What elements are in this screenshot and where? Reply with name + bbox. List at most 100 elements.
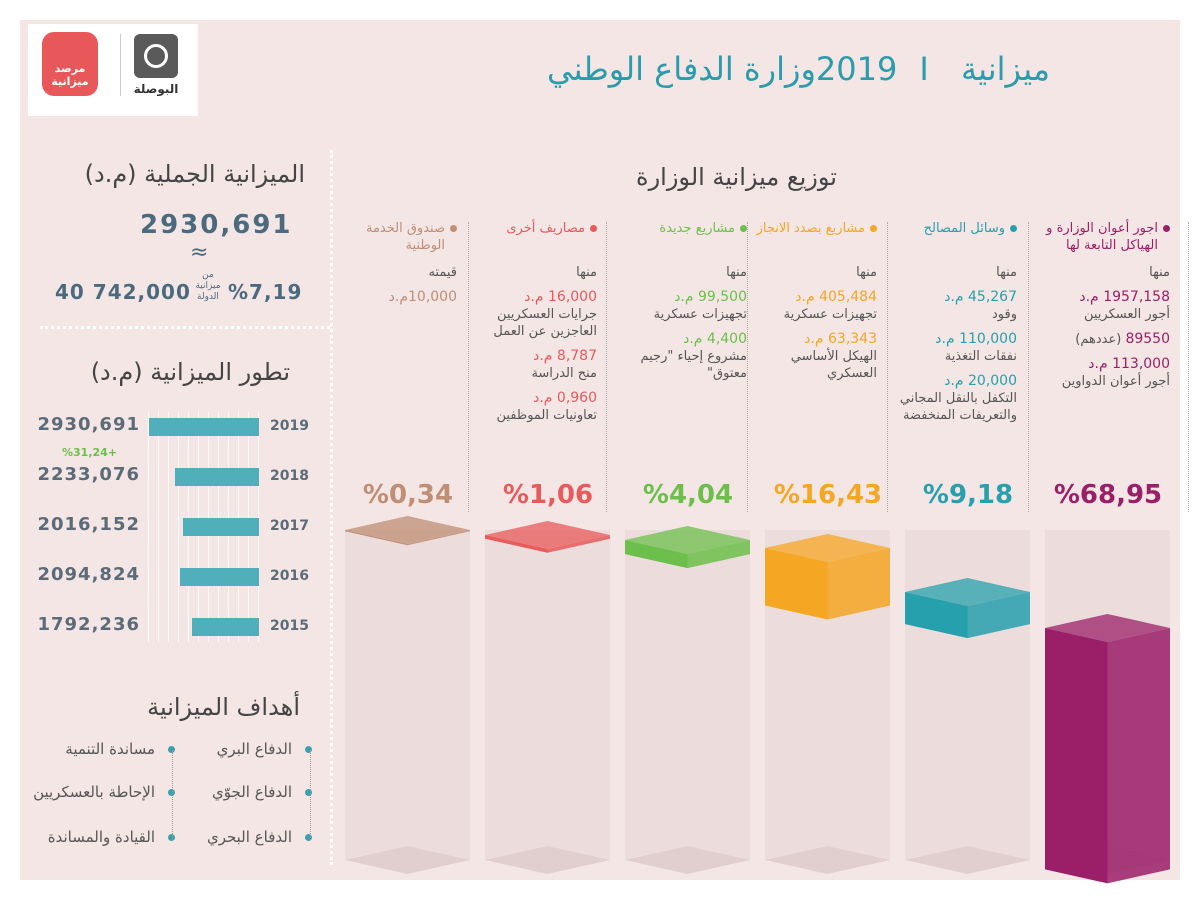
line-item: 63,343 م.د الهيكل الأساسي العسكري (745, 331, 877, 382)
evolution-bar (149, 418, 259, 436)
goal-bullet-icon (168, 789, 175, 796)
column-separator (887, 222, 888, 512)
state-budget-value: 40 742,000 (55, 280, 191, 304)
distribution-column: اجور أعوان الوزارة و الهياكل التابعة لها… (1038, 220, 1170, 398)
line-item: 45,267 م.د وقود (885, 289, 1017, 323)
line-item: 110,000 م.د نفقات التغذية (885, 331, 1017, 365)
evolution-title: تطور الميزانية (م.د) (90, 358, 290, 386)
bar-track-base (765, 846, 890, 874)
line-item: 0,960 م.د تعاونيات الموظفين (465, 390, 597, 424)
bar-value-label: %9,18 (922, 480, 1014, 510)
column-label: اجور أعوان الوزارة و الهياكل التابعة لها (1038, 220, 1170, 256)
bullet-icon (870, 225, 877, 232)
line-item-value: 10,000م.د (388, 289, 457, 305)
goal-connector (310, 750, 311, 840)
line-item: 1957,158 م.د أجور العسكريين (1038, 289, 1170, 323)
goal-bullet-icon (305, 746, 312, 753)
growth-label: %31,24+ (62, 446, 118, 459)
state-share-pct: %7,19 (228, 280, 303, 304)
evolution-year-label: 2018 (270, 468, 309, 484)
albawsala-logo: البوصلة (133, 82, 179, 96)
line-item-desc: تجهيزات عسكرية (783, 307, 877, 322)
column-separator (468, 222, 469, 512)
bar-right-face (1107, 628, 1170, 884)
bar-left-face (485, 535, 548, 553)
distribution-column: مشاريع جديدة منها 99,500 م.د تجهيزات عسكرية… (615, 220, 747, 390)
line-item-value: 45,267 م.د (944, 289, 1017, 305)
line-item: 405,484 م.د تجهيزات عسكرية (745, 289, 877, 323)
line-item-value: 1957,158 م.د (1079, 289, 1170, 305)
bullet-icon (450, 225, 457, 232)
evolution-bar (183, 518, 259, 536)
bar-right-face (547, 535, 610, 553)
line-item-desc: مشروع إحياء "رجيم معتوق" (640, 349, 747, 381)
line-item-value: 4,400 م.د (683, 331, 747, 347)
line-item-value: 20,000 م.د (944, 373, 1017, 389)
bar-value-label: %0,34 (362, 480, 454, 510)
distribution-column: مصاريف أخرى منها 16,000 م.د جرايات العسكريي… (465, 220, 597, 432)
line-item-value: 16,000 م.د (524, 289, 597, 305)
divider (40, 326, 330, 329)
bar-track-base (485, 846, 610, 874)
goal-item: الإحاطة بالعسكريين (33, 783, 155, 801)
vertical-divider (330, 150, 333, 865)
line-item-value: 405,484 م.د (795, 289, 877, 305)
goal-item: الدفاع الجوّي (212, 783, 292, 801)
evolution-year-label: 2015 (270, 618, 309, 634)
bar-top-face (1045, 614, 1170, 642)
evolution-value-label: 2094,824 (37, 564, 140, 585)
bar-right-face (967, 592, 1030, 639)
line-item: 20,000 م.د التكفل بالنقل المجاني والتعريف… (885, 373, 1017, 424)
bar-left-face (345, 530, 408, 546)
bar-track-base (345, 846, 470, 874)
bar-track-base (905, 846, 1030, 874)
bar-left-face (1045, 628, 1108, 884)
evolution-value-label: 2016,152 (37, 514, 140, 535)
column-separator (606, 222, 607, 512)
evolution-value-label: 2233,076 (37, 464, 140, 485)
goal-bullet-icon (168, 834, 175, 841)
bar-top-face (765, 534, 890, 562)
line-item: 8,787 م.د منح الدراسة (465, 348, 597, 382)
evolution-value-label: 2930,691 (37, 414, 140, 435)
line-item: 113,000 م.د أجور أعوان الدواوين (1038, 356, 1170, 390)
column-label-text: مشاريع جديدة (659, 221, 735, 236)
distribution-column: وسائل المصالح منها 45,267 م.د وقود 110,000 م… (885, 220, 1017, 432)
of-which-label: منها (1149, 265, 1170, 280)
of-which-label: منها (856, 265, 877, 280)
evolution-bar (175, 468, 259, 486)
line-item: 89550 (عددهم) (1038, 331, 1170, 348)
column-label: مشاريع جديدة (615, 220, 747, 256)
bar-right-face (827, 548, 890, 620)
of-which-label: منها (726, 265, 747, 280)
column-label-text: مشاريع بصدد الانجاز (756, 221, 865, 236)
line-item-value: 8,787 م.د (533, 348, 597, 364)
line-item-value: 63,343 م.د (804, 331, 877, 347)
of-which-label: قيمته (428, 265, 457, 280)
title-ministry: وزارة الدفاع الوطني (546, 50, 816, 88)
column-label: مشاريع بصدد الانجاز (745, 220, 877, 256)
bar-column-track (485, 530, 610, 860)
line-item-desc: تعاونيات الموظفين (496, 408, 597, 423)
total-budget-value: 2930,691 (140, 210, 293, 240)
bar-track-base (625, 846, 750, 874)
bar-left-face (905, 592, 968, 639)
evolution-value-label: 1792,236 (37, 614, 140, 635)
evolution-year-label: 2016 (270, 568, 309, 584)
column-label: وسائل المصالح (885, 220, 1017, 256)
title-year: ميزانية 2019 (815, 50, 1050, 88)
goal-bullet-icon (305, 834, 312, 841)
bullet-icon (590, 225, 597, 232)
column-label: صندوق الخدمة الوطنية (325, 220, 457, 256)
marsad-logo: مرصد ميزانية (42, 32, 98, 96)
line-item-value: 0,960 م.د (533, 390, 597, 406)
line-item-desc: نفقات التغذية (944, 349, 1017, 364)
approx-sign: ≈ (190, 240, 209, 265)
column-label-text: مصاريف أخرى (506, 221, 585, 236)
line-item-desc: منح الدراسة (531, 366, 597, 381)
line-item: 16,000 م.د جرايات العسكريين العاجزين عن ا… (465, 289, 597, 340)
bar-value-label: %16,43 (773, 480, 883, 510)
line-item-value: 110,000 م.د (935, 331, 1017, 347)
bar-value-label: %4,04 (642, 480, 734, 510)
